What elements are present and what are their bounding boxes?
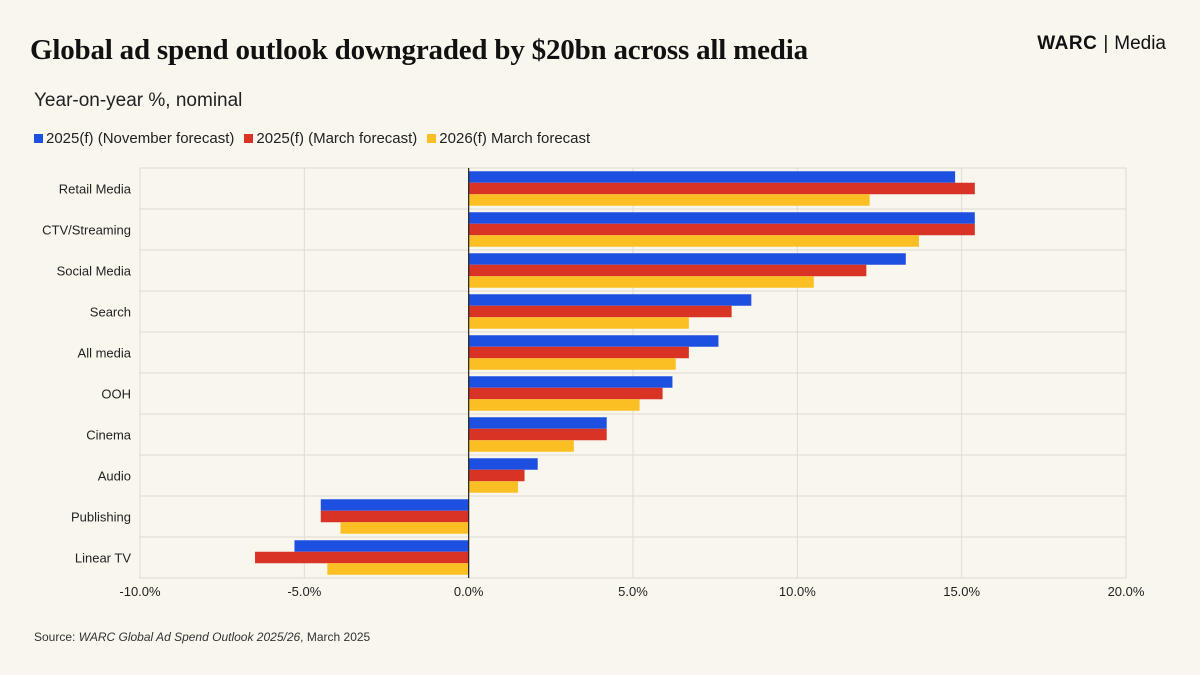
brand-section: Media: [1114, 33, 1166, 54]
x-tick-label: 5.0%: [618, 584, 648, 599]
bar-search-series-3: [468, 317, 689, 329]
source-title: WARC Global Ad Spend Outlook 2025/26: [78, 630, 301, 644]
bar-retail-media-series-3: [468, 194, 870, 206]
bar-ctv-streaming-series-1: [468, 212, 975, 224]
legend-label-march-2025: 2025(f) (March forecast): [256, 130, 418, 147]
bar-publishing-series-1: [320, 499, 469, 511]
legend-item-november-2025: 2025(f) (November forecast): [34, 130, 234, 147]
bar-cinema-series-1: [468, 417, 607, 429]
bar-all-media-series-1: [468, 335, 719, 347]
bar-linear-tv-series-3: [327, 563, 469, 575]
bar-publishing-series-3: [340, 522, 469, 534]
category-label-social-media: Social Media: [57, 264, 132, 279]
bar-social-media-series-1: [468, 253, 906, 265]
chart-title: Global ad spend outlook downgraded by $2…: [30, 34, 808, 66]
bar-ooh-series-1: [468, 376, 673, 388]
bar-all-media-series-3: [468, 358, 676, 370]
bar-search-series-2: [468, 305, 732, 318]
x-tick-label: 20.0%: [1108, 584, 1145, 599]
bar-linear-tv-series-1: [294, 540, 469, 552]
legend-swatch-march-2026: [427, 134, 437, 143]
chart-legend: 2025(f) (November forecast) 2025(f) (Mar…: [34, 130, 600, 147]
x-tick-label: 15.0%: [943, 584, 980, 599]
bar-ctv-streaming-series-3: [468, 235, 919, 247]
bar-audio-series-1: [468, 458, 538, 470]
legend-item-march-2026: 2026(f) March forecast: [427, 130, 590, 147]
bar-all-media-series-2: [468, 346, 689, 359]
bar-retail-media-series-2: [468, 182, 975, 195]
bar-ooh-series-3: [468, 399, 640, 411]
category-label-all-media: All media: [78, 346, 132, 361]
brand-separator: |: [1103, 33, 1109, 54]
legend-swatch-november-2025: [34, 134, 43, 143]
x-tick-label: 0.0%: [454, 584, 484, 599]
bar-audio-series-3: [468, 481, 518, 493]
bar-linear-tv-series-2: [255, 551, 469, 564]
legend-swatch-march-2025: [244, 134, 254, 143]
category-label-publishing: Publishing: [71, 510, 131, 525]
bar-social-media-series-2: [468, 264, 867, 277]
legend-label-november-2025: 2025(f) (November forecast): [46, 130, 235, 147]
bar-social-media-series-3: [468, 276, 814, 288]
category-label-ctv-streaming: CTV/Streaming: [42, 223, 131, 238]
category-label-search: Search: [90, 305, 131, 320]
x-tick-label: -10.0%: [119, 584, 161, 599]
bar-retail-media-series-1: [468, 171, 956, 183]
source-note: Source: WARC Global Ad Spend Outlook 202…: [34, 630, 370, 644]
x-tick-label: -5.0%: [287, 584, 321, 599]
source-suffix: , March 2025: [300, 630, 371, 644]
bar-publishing-series-2: [320, 510, 469, 523]
legend-item-march-2025: 2025(f) (March forecast): [244, 130, 417, 147]
category-label-retail-media: Retail Media: [59, 182, 132, 197]
bar-ooh-series-2: [468, 387, 663, 400]
brand-name: WARC: [1037, 33, 1098, 54]
bar-cinema-series-2: [468, 428, 607, 441]
bar-cinema-series-3: [468, 440, 574, 452]
chart-subtitle: Year-on-year %, nominal: [34, 90, 243, 111]
bar-search-series-1: [468, 294, 752, 306]
x-tick-label: 10.0%: [779, 584, 816, 599]
brand-logo: WARC | Media: [1037, 33, 1166, 55]
bar-audio-series-2: [468, 469, 525, 482]
category-label-ooh: OOH: [101, 387, 131, 402]
source-prefix: Source:: [34, 630, 79, 644]
bar-ctv-streaming-series-2: [468, 223, 975, 236]
category-label-cinema: Cinema: [86, 428, 132, 443]
category-label-audio: Audio: [98, 469, 131, 484]
legend-label-march-2026: 2026(f) March forecast: [439, 130, 591, 147]
category-label-linear-tv: Linear TV: [75, 551, 131, 566]
